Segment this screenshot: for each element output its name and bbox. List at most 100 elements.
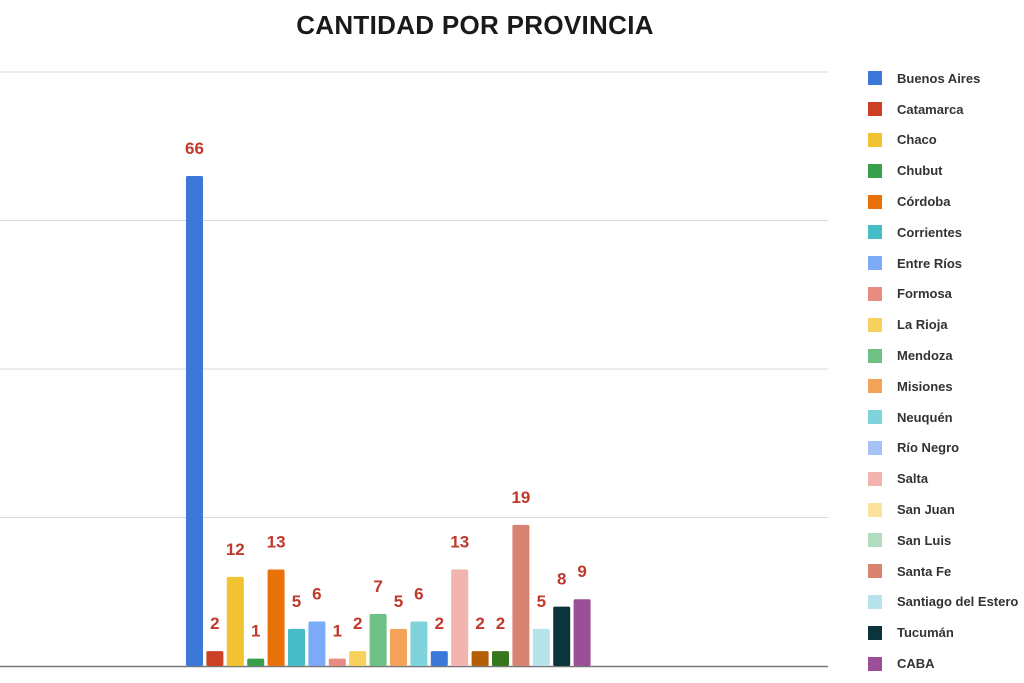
data-label: 19 bbox=[511, 488, 530, 507]
bar-formosa bbox=[328, 658, 346, 666]
bar-chubut bbox=[247, 658, 265, 666]
bar-corrientes bbox=[288, 628, 305, 666]
legend-label: Misiones bbox=[897, 378, 953, 394]
legend-swatch bbox=[868, 102, 882, 117]
legend-label: Chubut bbox=[897, 163, 943, 179]
bar-chaco bbox=[226, 576, 244, 666]
data-label: 8 bbox=[557, 570, 566, 589]
legend-item: Formosa bbox=[868, 279, 1024, 310]
legend-item: Chaco bbox=[868, 125, 1024, 156]
legend-label: Santiago del Estero bbox=[897, 594, 1019, 610]
data-label: 2 bbox=[475, 614, 484, 633]
legend-item: Entre Ríos bbox=[868, 248, 1024, 279]
data-label: 66 bbox=[185, 139, 204, 158]
data-label: 7 bbox=[373, 577, 382, 596]
data-label: 2 bbox=[353, 614, 362, 633]
bar-santiago-del-estero bbox=[532, 628, 550, 666]
data-label: 2 bbox=[435, 614, 444, 633]
legend-swatch bbox=[868, 564, 882, 579]
legend-swatch bbox=[868, 132, 882, 147]
legend-item: Santa Fe bbox=[868, 556, 1024, 587]
legend-swatch bbox=[868, 502, 882, 517]
legend-item: Buenos Aires bbox=[868, 63, 1024, 94]
legend-label: Formosa bbox=[897, 286, 952, 302]
legend-item: Corrientes bbox=[868, 217, 1024, 248]
bar-santa-fe bbox=[512, 524, 530, 666]
legend-item: Río Negro bbox=[868, 433, 1024, 464]
legend-swatch bbox=[868, 71, 882, 86]
legend-label: San Juan bbox=[897, 502, 955, 518]
bar-río-negro bbox=[430, 651, 448, 666]
legend-label: Río Negro bbox=[897, 440, 960, 456]
legend-swatch bbox=[868, 533, 882, 548]
bar-la-rioja bbox=[349, 651, 367, 666]
legend-label: Salta bbox=[897, 471, 929, 487]
legend-swatch bbox=[868, 256, 882, 271]
data-label: 6 bbox=[414, 585, 423, 604]
data-label: 5 bbox=[292, 592, 301, 611]
bar-entre-ríos bbox=[308, 621, 326, 666]
bar-mendoza bbox=[369, 614, 387, 666]
legend-label: Córdoba bbox=[897, 194, 951, 210]
bar-salta bbox=[451, 569, 469, 666]
legend-swatch bbox=[868, 194, 882, 209]
legend-item: La Rioja bbox=[868, 309, 1024, 340]
bar-misiones bbox=[390, 628, 407, 666]
gridlines bbox=[0, 71, 828, 668]
bar-san-luis bbox=[492, 651, 509, 666]
legend-label: Chaco bbox=[897, 132, 937, 148]
legend-label: Corrientes bbox=[897, 224, 963, 240]
legend-item: Tucumán bbox=[868, 617, 1024, 648]
legend-item: San Juan bbox=[868, 494, 1024, 525]
legend-swatch bbox=[868, 410, 882, 425]
legend-label: Entre Ríos bbox=[897, 255, 963, 271]
legend-item: Chubut bbox=[868, 155, 1024, 186]
legend-swatch bbox=[868, 594, 882, 609]
bar-buenos-aires bbox=[186, 176, 203, 666]
bar-san-juan bbox=[471, 651, 489, 666]
legend-label: Catamarca bbox=[897, 101, 964, 117]
legend-item: Córdoba bbox=[868, 186, 1024, 217]
legend-label: CABA bbox=[897, 656, 935, 672]
data-label: 5 bbox=[394, 592, 403, 611]
legend-item: Mendoza bbox=[868, 340, 1024, 371]
legend-label: La Rioja bbox=[897, 317, 948, 333]
legend-label: Tucumán bbox=[897, 625, 954, 641]
data-label: 2 bbox=[496, 614, 505, 633]
legend-swatch bbox=[868, 471, 882, 486]
data-label: 12 bbox=[226, 540, 245, 559]
legend-swatch bbox=[868, 225, 882, 240]
bar-córdoba bbox=[267, 569, 285, 666]
data-label: 1 bbox=[333, 622, 342, 641]
legend-label: San Luis bbox=[897, 532, 952, 548]
legend-item: Santiago del Estero bbox=[868, 587, 1024, 618]
bar-neuquén bbox=[410, 621, 428, 666]
data-label: 2 bbox=[210, 614, 219, 633]
data-label: 9 bbox=[577, 562, 586, 581]
data-label: 13 bbox=[267, 533, 286, 552]
data-label: 1 bbox=[251, 622, 260, 641]
legend-item: Catamarca bbox=[868, 94, 1024, 125]
legend-swatch bbox=[868, 317, 882, 332]
legend-label: Mendoza bbox=[897, 348, 953, 364]
legend-item: Misiones bbox=[868, 371, 1024, 402]
legend-swatch bbox=[868, 286, 882, 301]
legend-swatch bbox=[868, 440, 882, 455]
legend-label: Santa Fe bbox=[897, 563, 952, 579]
legend-item: San Luis bbox=[868, 525, 1024, 556]
data-label: 5 bbox=[537, 592, 546, 611]
bar-catamarca bbox=[206, 651, 224, 666]
legend-item: CABA bbox=[868, 648, 1024, 679]
bars bbox=[186, 176, 591, 666]
legend-swatch bbox=[868, 348, 882, 363]
legend-item: Salta bbox=[868, 463, 1024, 494]
legend-swatch bbox=[868, 163, 882, 178]
legend-label: Neuquén bbox=[897, 409, 953, 425]
legend: Buenos Aires Catamarca Chaco Chubut Córdoba C… bbox=[868, 63, 1024, 679]
legend-swatch bbox=[868, 656, 882, 671]
data-label: 13 bbox=[450, 533, 469, 552]
legend-label: Buenos Aires bbox=[897, 70, 981, 86]
data-label: 6 bbox=[312, 585, 321, 604]
